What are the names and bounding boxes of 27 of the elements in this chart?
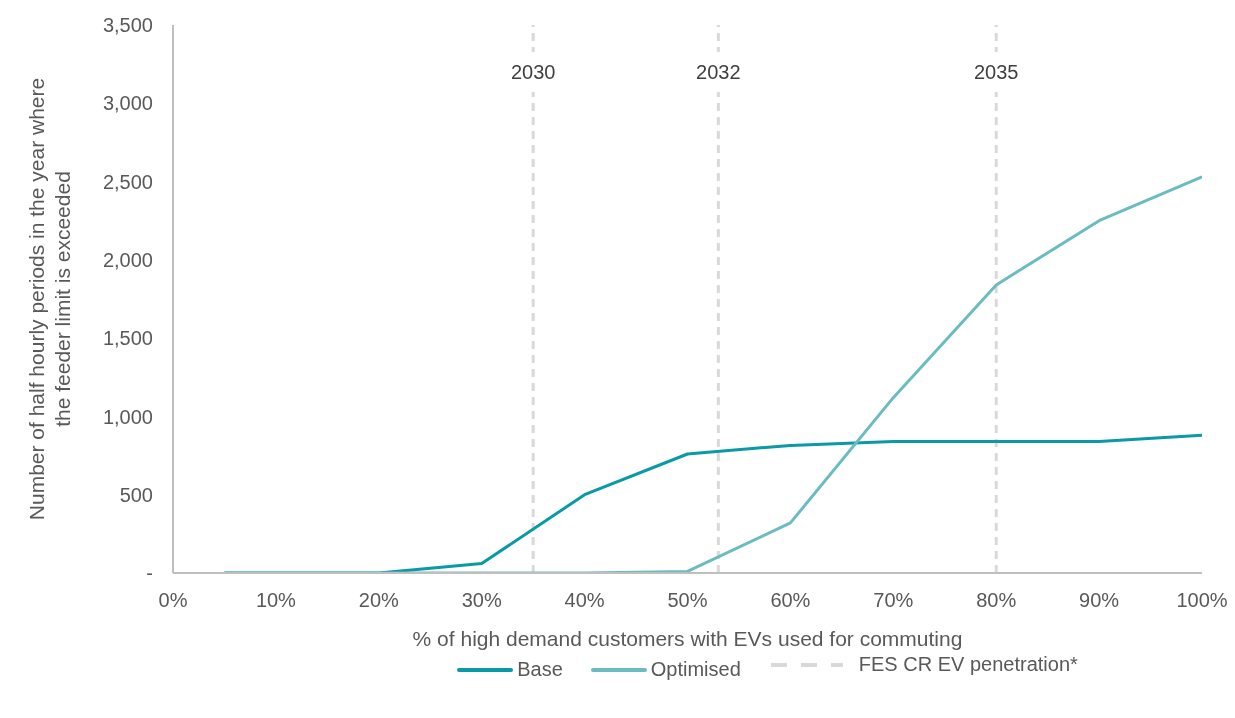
annotation: 2030 <box>510 60 556 83</box>
x-tick-label: 80% <box>976 589 1017 612</box>
x-tick-label: 70% <box>873 589 914 612</box>
y-tick-label: - <box>146 562 153 585</box>
y-tick-label: 2,500 <box>102 170 153 193</box>
x-tick-label: 20% <box>358 589 400 612</box>
x-tick-label: 60% <box>770 589 811 612</box>
annotation: 2035 <box>973 60 1019 83</box>
y-tick-label: 3,500 <box>102 14 153 37</box>
legend-label: Base <box>517 658 563 681</box>
y-axis-title: Number of half hourly periods in the year where the feeder limit is exceeded <box>25 77 74 521</box>
text: FES CR EV penetration* <box>858 653 1078 676</box>
legend-label: Optimised <box>650 658 741 681</box>
y-tick-label: 500 <box>119 483 153 506</box>
y-tick-label: 3,000 <box>102 92 153 115</box>
x-tick-label: 40% <box>564 589 605 612</box>
y-tick-label: 1,500 <box>102 327 153 350</box>
x-tick-label: 50% <box>667 589 708 612</box>
x-tick-label: 100% <box>1176 589 1228 612</box>
x-tick-label: 0% <box>158 589 188 612</box>
y-tick-label: 1,000 <box>102 405 153 428</box>
y-tick-label: 2,000 <box>102 248 153 271</box>
x-tick-label: 30% <box>461 589 502 612</box>
annotation: 2032 <box>696 60 741 83</box>
x-tick-label: 10% <box>255 589 297 612</box>
x-tick-label: 90% <box>1079 589 1120 612</box>
x-axis-title: % of high demand customers with EVs used for commuting <box>412 627 963 650</box>
